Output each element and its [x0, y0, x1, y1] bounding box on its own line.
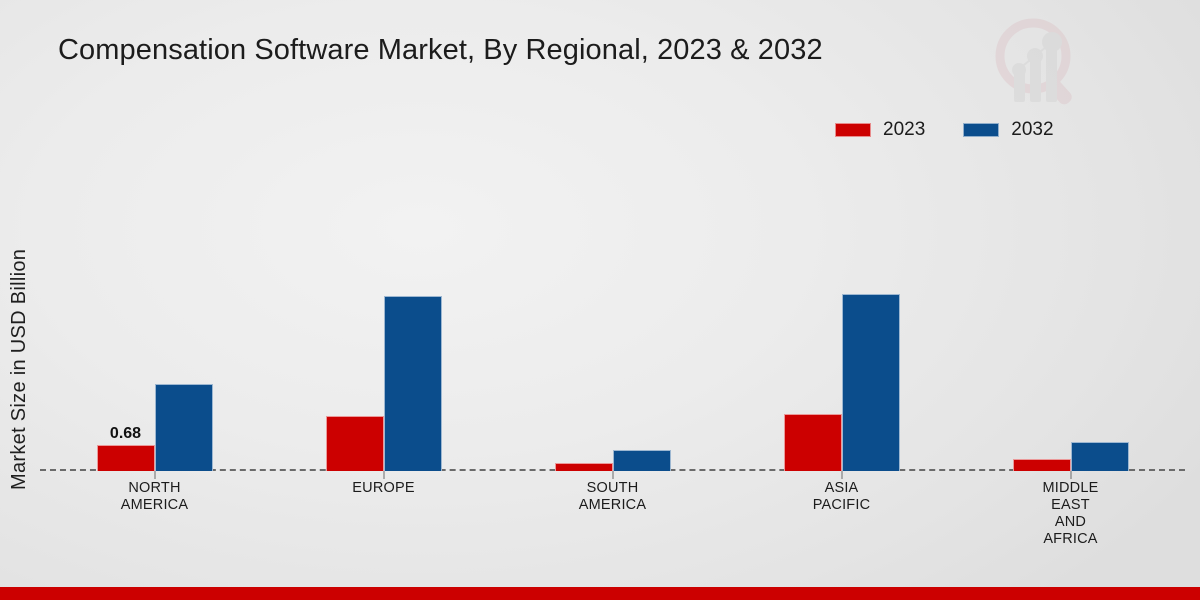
legend-item-2032[interactable]: 2032 [963, 119, 1054, 140]
x-tick-north-america [154, 471, 155, 479]
legend-label-2023: 2023 [883, 119, 926, 140]
bar-2023-europe[interactable] [325, 416, 384, 471]
bar-2032-south-america[interactable] [612, 450, 671, 471]
legend-item-2023[interactable]: 2023 [835, 120, 925, 139]
y-axis-title: Market Size in USD Billion [8, 248, 30, 490]
bar-group-asia-pacific: ASIA PACIFIC [727, 150, 956, 513]
bar-2023-north-america[interactable]: 0.68 [96, 425, 155, 471]
x-label-europe: EUROPE [352, 480, 415, 496]
page-title: Compensation Software Market, By Regiona… [58, 34, 823, 66]
x-label-south-america: SOUTH AMERICA [578, 480, 647, 513]
legend-label-2032: 2032 [1011, 119, 1054, 140]
bar-2023-middle-east-and-africa[interactable] [1012, 459, 1071, 471]
footer-accent-band [0, 587, 1200, 600]
x-tick-middle-east-and-africa [1070, 471, 1071, 479]
bar-group-middle-east-and-africa: MIDDLE EAST AND AFRICA [956, 150, 1185, 547]
bar-value-2023-north-america: 0.68 [109, 425, 142, 442]
x-label-north-america: NORTH AMERICA [120, 480, 189, 513]
bars-middle-east-and-africa [1012, 150, 1129, 471]
watermark-logo-icon [988, 14, 1088, 110]
bars-europe [325, 150, 442, 471]
bar-groups: 0.68 NORTH AMERICA EUROPE [40, 150, 1185, 547]
bars-asia-pacific [783, 150, 900, 471]
x-label-middle-east-and-africa: MIDDLE EAST AND AFRICA [1042, 480, 1099, 547]
bars-north-america: 0.68 [96, 150, 213, 471]
bar-group-south-america: SOUTH AMERICA [498, 150, 727, 513]
legend-swatch-2032 [963, 122, 1000, 137]
x-label-asia-pacific: ASIA PACIFIC [812, 480, 871, 513]
x-tick-asia-pacific [841, 471, 842, 479]
bar-2032-middle-east-and-africa[interactable] [1070, 442, 1129, 471]
x-tick-europe [383, 471, 384, 479]
bar-group-europe: EUROPE [269, 150, 498, 496]
bar-2023-asia-pacific[interactable] [783, 414, 842, 471]
chart-legend: 2023 2032 [835, 120, 1054, 139]
bar-2032-europe[interactable] [383, 296, 442, 471]
plot-area: 0.68 NORTH AMERICA EUROPE [40, 150, 1185, 547]
bars-south-america [554, 150, 671, 471]
legend-swatch-2023 [835, 122, 871, 137]
bar-2032-north-america[interactable] [154, 384, 213, 471]
x-tick-south-america [612, 471, 613, 479]
bar-group-north-america: 0.68 NORTH AMERICA [40, 150, 269, 513]
bar-2023-south-america[interactable] [554, 463, 613, 471]
bar-2032-asia-pacific[interactable] [841, 294, 900, 471]
